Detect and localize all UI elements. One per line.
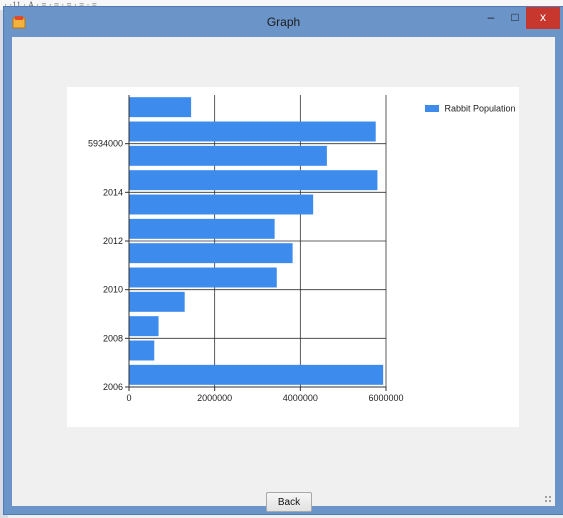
chart-legend: Rabbit Population (425, 103, 516, 115)
legend-swatch (425, 105, 439, 113)
bar-2017 (129, 97, 192, 118)
y-tick-label: 2012 (103, 236, 123, 246)
y-tick-label: 2014 (103, 187, 123, 197)
window-title: Graph (266, 15, 301, 29)
y-tick-label: 2006 (103, 382, 123, 392)
bar-2006 (129, 364, 384, 385)
bar-2014 (129, 170, 378, 191)
back-button[interactable]: Back (266, 492, 312, 512)
bar-2015 (129, 145, 327, 166)
bar-2011 (129, 243, 293, 264)
bar-2010 (129, 267, 277, 288)
bar-2007 (129, 340, 155, 361)
close-button[interactable]: x (526, 7, 560, 29)
title-bar[interactable]: Graph – □ x (4, 7, 563, 37)
bar-2013 (129, 194, 314, 215)
x-tick-label: 6000000 (368, 393, 403, 403)
bar-2016 (129, 121, 376, 142)
app-icon (12, 16, 26, 29)
y-tick-label: 2008 (103, 333, 123, 343)
y-tick-label: 2010 (103, 285, 123, 295)
x-tick-label: 4000000 (283, 393, 318, 403)
legend-label: Rabbit Population (444, 103, 516, 114)
background-app-toolbar: · ·11 · A · ≡ · ≡ · ≡ · ≡ · ≡ (0, 0, 563, 10)
resize-grip[interactable] (544, 495, 552, 503)
window-client-area: 2006 2008 2010 2012 2014 5934000 0 2000000 40000… (12, 37, 555, 512)
x-tick-label: 2000000 (197, 393, 232, 403)
maximize-button[interactable]: □ (511, 10, 519, 24)
chart-area: 2006 2008 2010 2012 2014 5934000 0 2000000 40000… (67, 87, 519, 427)
graph-window: Graph – □ x 2006 2008 2010 2012 2014 5934000 0… (4, 7, 563, 514)
bar-2012 (129, 218, 275, 239)
minimize-button[interactable]: – (487, 10, 495, 24)
bar-2008 (129, 316, 159, 337)
bar-chart: 2006 2008 2010 2012 2014 5934000 0 2000000 40000… (88, 95, 404, 403)
y-tick-label: 5934000 (88, 139, 123, 149)
bar-2009 (129, 291, 185, 312)
x-tick-label: 0 (126, 393, 131, 403)
